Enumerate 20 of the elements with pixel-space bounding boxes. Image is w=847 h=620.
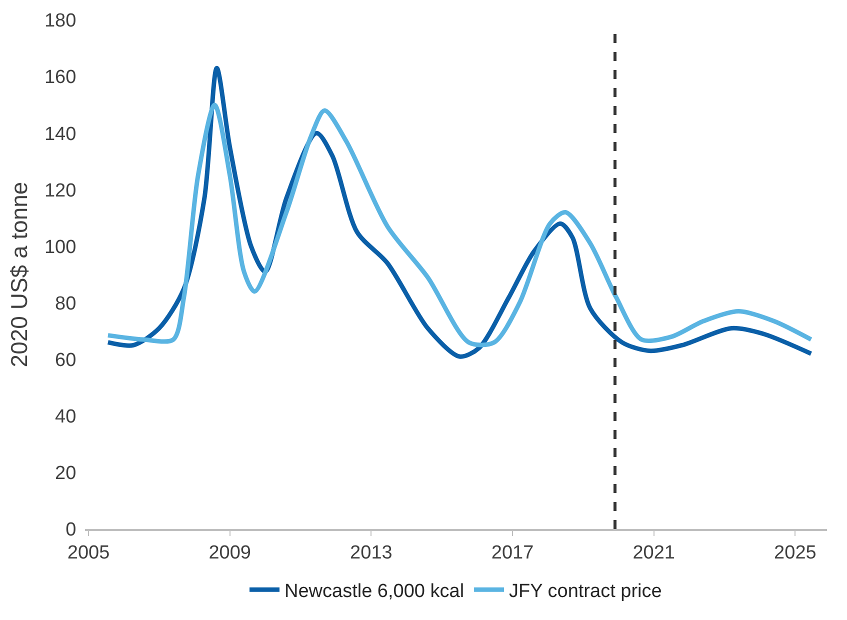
x-tick-label: 2013 (350, 542, 392, 564)
x-tick-label: 2025 (774, 542, 816, 564)
y-tick-label: 20 (55, 463, 76, 484)
x-tick-label: 2009 (208, 542, 252, 564)
y-tick-label: 0 (66, 520, 76, 541)
y-tick-label: 120 (44, 180, 76, 202)
y-tick-label: 100 (44, 236, 76, 258)
legend-label: Newcastle 6,000 kcal (284, 581, 464, 602)
x-tick-label: 2005 (67, 542, 110, 564)
y-tick-label: 180 (44, 10, 76, 32)
y-axis-title: 2020 US$ a tonne (6, 182, 32, 368)
x-tick-label: 2021 (632, 542, 676, 564)
line-series (106, 66, 814, 359)
y-tick-label: 60 (55, 350, 76, 371)
x-tick-label: 2017 (491, 542, 534, 564)
y-tick-label: 140 (44, 124, 76, 145)
y-tick-label: 160 (44, 67, 76, 88)
legend-label: JFY contract price (509, 581, 662, 602)
y-tick-label: 80 (55, 293, 76, 314)
y-tick-label: 40 (55, 406, 76, 428)
